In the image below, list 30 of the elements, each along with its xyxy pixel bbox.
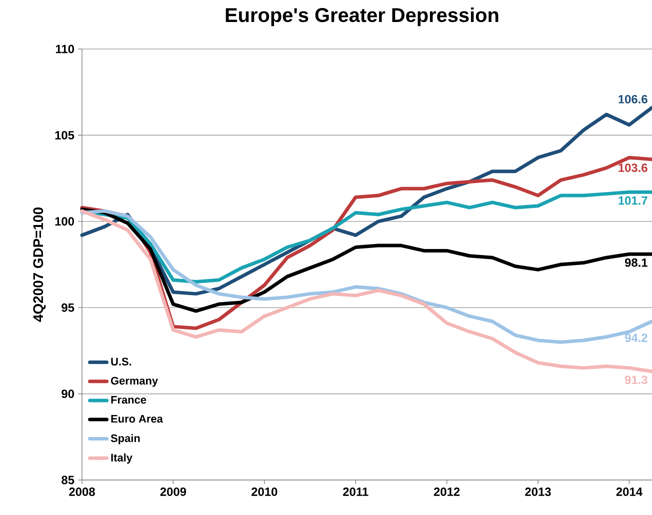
x-tick-label: 2010 [252,488,278,496]
data-label: 94.2 [624,334,648,342]
legend-label: Spain [110,434,140,444]
legend-label: Euro Area [111,415,163,423]
legend-label: U.S. [111,358,132,366]
x-tick-label: 2014 [616,488,642,496]
y-tick-label: 105 [55,130,74,140]
data-label: 98.1 [624,258,648,267]
legend-label: Germany [110,376,158,387]
line-series [80,208,652,313]
chart-title: Europe's Greater Depression [226,8,498,26]
legend-label: Italy [111,453,132,464]
x-tick-label: 2012 [434,488,460,496]
x-tick-label: 2009 [160,488,186,496]
data-label: 101.7 [618,196,648,205]
y-tick-label: 95 [62,303,74,312]
data-label: 103.6 [618,164,648,172]
y-tick-label: 100 [55,217,74,226]
legend-label: France [111,396,146,404]
data-label: 91.3 [624,376,648,384]
y-axis-title: 4Q2007 GDP=100 [33,208,46,322]
y-tick-label: 85 [62,476,74,484]
x-tick-label: 2008 [69,488,95,496]
x-tick-label: 2011 [343,488,368,496]
data-label: 106.6 [618,94,648,104]
line-series [80,209,652,374]
line-series [80,209,652,344]
y-tick-label: 110 [56,44,74,54]
y-tick-label: 90 [62,390,74,398]
x-tick-label: 2013 [525,488,551,496]
